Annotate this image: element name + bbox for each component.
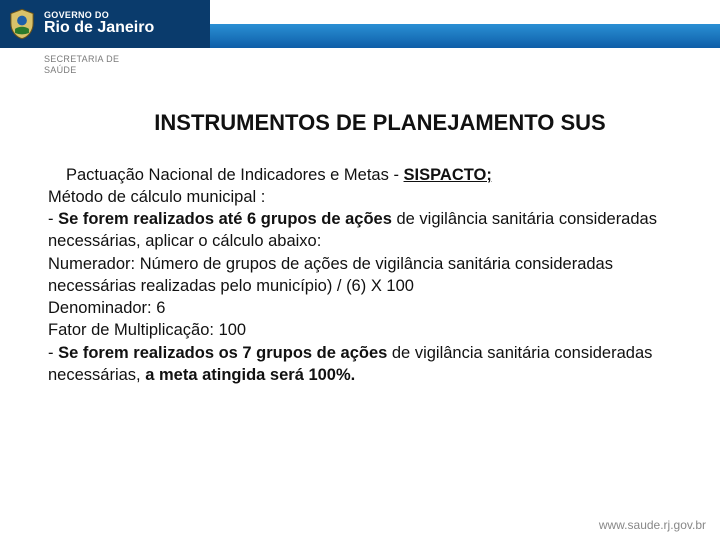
secretaria-line1: SECRETARIA DE <box>44 54 720 65</box>
line7-bold2: a meta atingida será 100%. <box>145 366 355 384</box>
gov-text: GOVERNO DO Rio de Janeiro <box>44 11 154 37</box>
line5: Denominador: 6 <box>48 297 684 319</box>
line7-bold: Se forem realizados os 7 grupos de ações <box>58 344 387 362</box>
slide-title: INSTRUMENTOS DE PLANEJAMENTO SUS <box>0 110 720 136</box>
footer-url: www.saude.rj.gov.br <box>599 518 706 532</box>
line3-prefix: - <box>48 210 58 228</box>
logo-area: GOVERNO DO Rio de Janeiro <box>0 0 210 48</box>
header-right <box>210 0 720 48</box>
line4: Numerador: Número de grupos de ações de … <box>48 253 684 298</box>
header-bar: GOVERNO DO Rio de Janeiro <box>0 0 720 48</box>
state-crest-icon <box>8 8 36 40</box>
line2: Método de cálculo municipal : <box>48 186 684 208</box>
line1-sispacto: SISPACTO; <box>404 166 492 184</box>
secretaria-line2: SAÚDE <box>44 65 720 76</box>
body-text: Pactuação Nacional de Indicadores e Meta… <box>0 164 720 387</box>
line7-prefix: - <box>48 344 58 362</box>
gov-name: Rio de Janeiro <box>44 20 154 37</box>
secretaria-label: SECRETARIA DE SAÚDE <box>0 48 720 76</box>
line6: Fator de Multiplicação: 100 <box>48 319 684 341</box>
line3-bold: Se forem realizados até 6 grupos de açõe… <box>58 210 392 228</box>
line1-lead: Pactuação Nacional de Indicadores e Meta… <box>66 166 404 184</box>
